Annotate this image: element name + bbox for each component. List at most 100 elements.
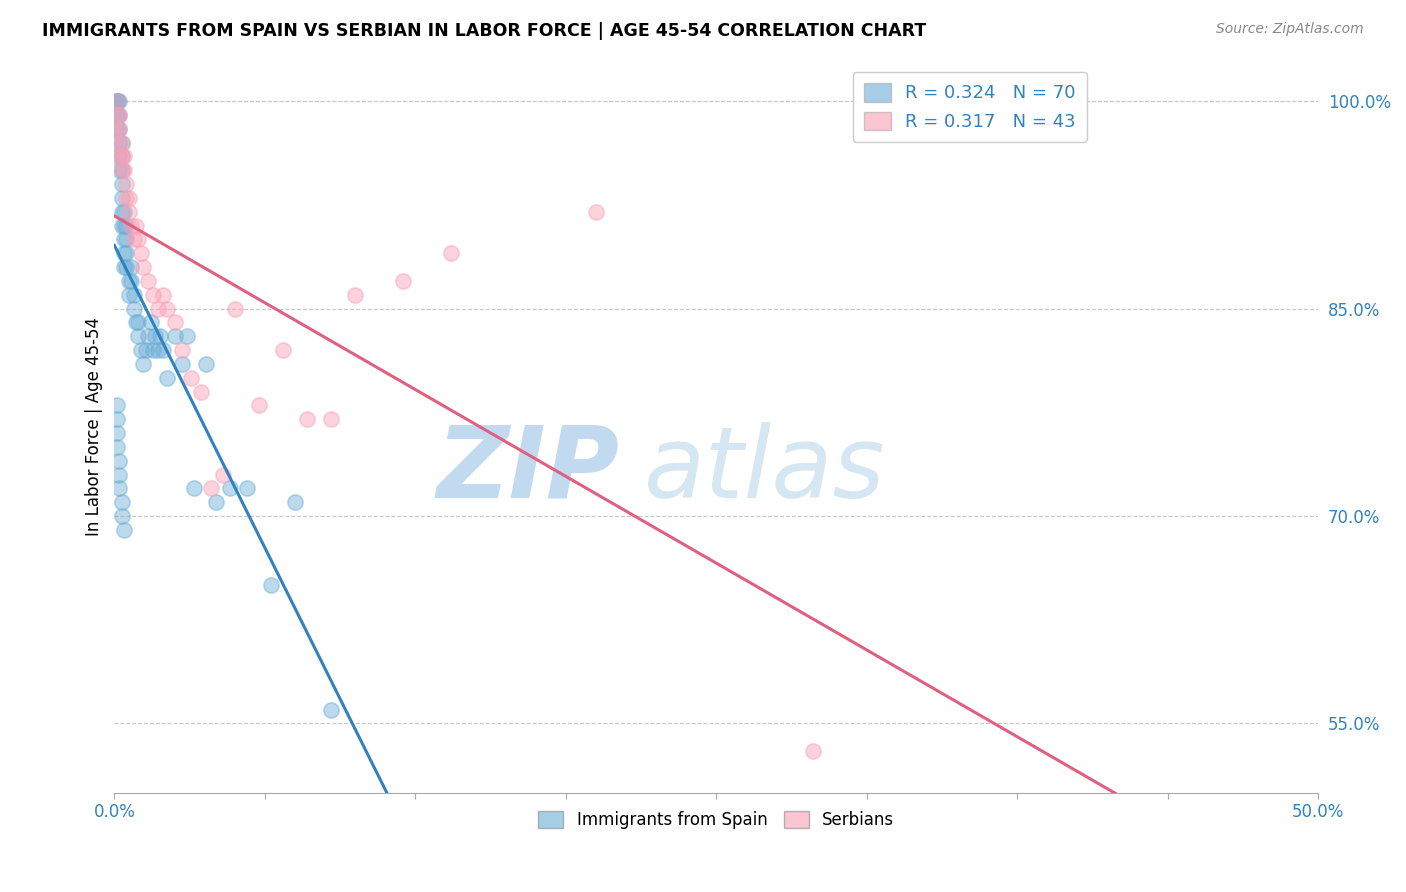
- Point: [295, 412, 318, 426]
- Point: [108, 163, 131, 178]
- Point: [108, 94, 131, 108]
- Point: [111, 204, 134, 219]
- Text: atlas: atlas: [644, 422, 886, 518]
- Point: [260, 578, 283, 592]
- Point: [183, 481, 205, 495]
- Point: [105, 108, 128, 122]
- Point: [108, 481, 131, 495]
- Point: [122, 287, 145, 301]
- Point: [111, 191, 134, 205]
- Point: [111, 136, 134, 150]
- Point: [247, 398, 270, 412]
- Point: [284, 495, 307, 509]
- Point: [200, 481, 222, 495]
- Point: [132, 260, 155, 274]
- Point: [108, 121, 131, 136]
- Point: [111, 163, 134, 178]
- Point: [180, 370, 202, 384]
- Point: [112, 232, 135, 246]
- Point: [105, 425, 128, 440]
- Point: [440, 246, 463, 260]
- Point: [112, 246, 135, 260]
- Point: [194, 357, 217, 371]
- Point: [132, 357, 155, 371]
- Point: [111, 136, 134, 150]
- Point: [146, 343, 169, 357]
- Point: [108, 121, 131, 136]
- Point: [219, 481, 242, 495]
- Point: [112, 149, 135, 163]
- Point: [392, 274, 415, 288]
- Text: IMMIGRANTS FROM SPAIN VS SERBIAN IN LABOR FORCE | AGE 45-54 CORRELATION CHART: IMMIGRANTS FROM SPAIN VS SERBIAN IN LABO…: [42, 22, 927, 40]
- Point: [111, 509, 134, 524]
- Point: [139, 315, 162, 329]
- Point: [190, 384, 212, 399]
- Point: [105, 94, 128, 108]
- Point: [127, 232, 149, 246]
- Point: [115, 177, 138, 191]
- Point: [344, 287, 367, 301]
- Point: [108, 108, 131, 122]
- Point: [115, 219, 138, 233]
- Point: [170, 357, 193, 371]
- Point: [176, 329, 198, 343]
- Point: [211, 467, 233, 482]
- Point: [108, 136, 131, 150]
- Point: [105, 94, 128, 108]
- Text: Source: ZipAtlas.com: Source: ZipAtlas.com: [1216, 22, 1364, 37]
- Point: [111, 149, 134, 163]
- Point: [143, 329, 166, 343]
- Point: [112, 523, 135, 537]
- Point: [105, 121, 128, 136]
- Point: [152, 343, 174, 357]
- Point: [112, 260, 135, 274]
- Point: [156, 370, 179, 384]
- Point: [108, 149, 131, 163]
- Point: [118, 274, 141, 288]
- Point: [271, 343, 294, 357]
- Point: [224, 301, 246, 316]
- Point: [163, 315, 186, 329]
- Point: [125, 315, 148, 329]
- Point: [105, 121, 128, 136]
- Point: [156, 301, 179, 316]
- Point: [142, 343, 165, 357]
- Point: [163, 329, 186, 343]
- Point: [111, 219, 134, 233]
- Point: [585, 204, 607, 219]
- Point: [115, 246, 138, 260]
- Point: [120, 260, 142, 274]
- Point: [120, 219, 142, 233]
- Point: [111, 163, 134, 178]
- Point: [118, 204, 141, 219]
- Point: [129, 246, 152, 260]
- Point: [142, 287, 165, 301]
- Point: [135, 343, 157, 357]
- Point: [111, 495, 134, 509]
- Point: [136, 329, 159, 343]
- Point: [122, 232, 145, 246]
- Y-axis label: In Labor Force | Age 45-54: In Labor Force | Age 45-54: [86, 317, 103, 535]
- Point: [136, 274, 159, 288]
- Point: [105, 108, 128, 122]
- Point: [105, 398, 128, 412]
- Point: [319, 703, 342, 717]
- Point: [125, 219, 148, 233]
- Point: [152, 287, 174, 301]
- Point: [105, 136, 128, 150]
- Point: [105, 94, 128, 108]
- Point: [236, 481, 259, 495]
- Point: [108, 467, 131, 482]
- Point: [122, 301, 145, 316]
- Point: [170, 343, 193, 357]
- Point: [108, 453, 131, 467]
- Point: [105, 108, 128, 122]
- Point: [108, 108, 131, 122]
- Point: [149, 329, 172, 343]
- Point: [105, 412, 128, 426]
- Point: [115, 260, 138, 274]
- Point: [319, 412, 342, 426]
- Legend: Immigrants from Spain, Serbians: Immigrants from Spain, Serbians: [531, 804, 901, 836]
- Point: [118, 191, 141, 205]
- Point: [129, 343, 152, 357]
